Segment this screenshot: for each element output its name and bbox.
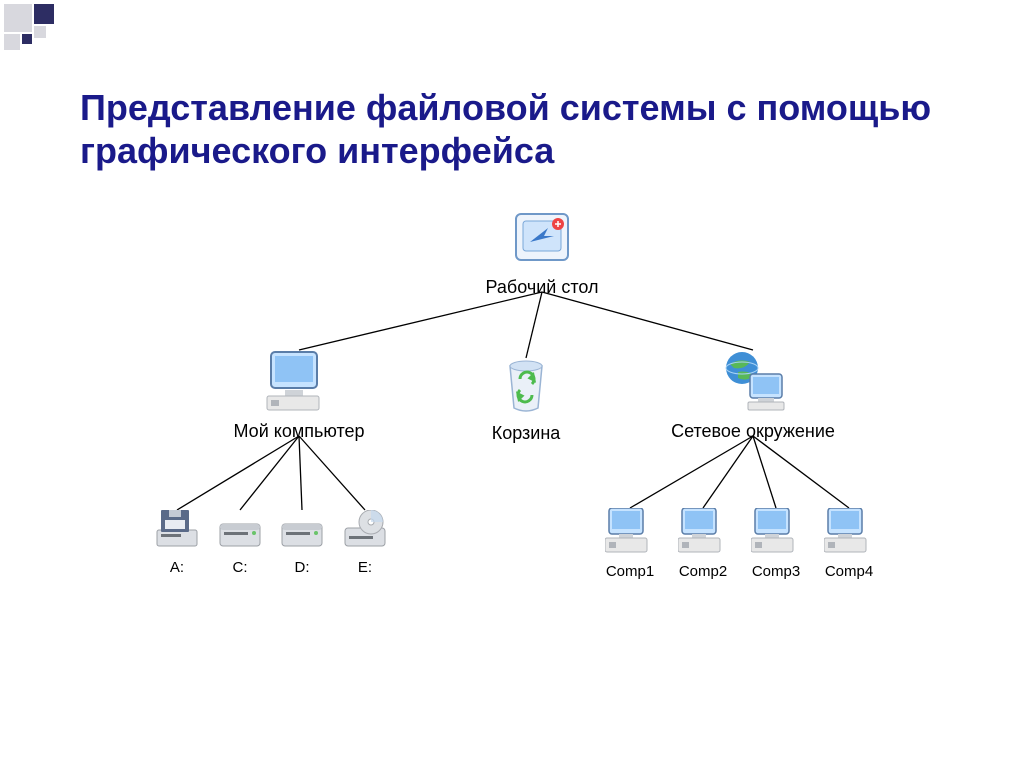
node-label: Comp2 xyxy=(668,563,738,580)
node-label: Comp1 xyxy=(595,563,665,580)
tree-node-comp2: Comp2 xyxy=(668,508,738,580)
edge-root-mycomp xyxy=(299,292,542,350)
deco-square xyxy=(34,26,46,38)
edge-mycomp-driveC xyxy=(240,436,299,510)
node-label: Comp4 xyxy=(814,563,884,580)
node-label: Мой компьютер xyxy=(209,421,389,442)
tree-node-root: Рабочий стол xyxy=(452,210,632,298)
deco-square xyxy=(34,4,54,24)
hdd-icon xyxy=(280,510,324,555)
tree-node-comp4: Comp4 xyxy=(814,508,884,580)
floppy-icon xyxy=(155,510,199,555)
tree-node-driveE: E: xyxy=(330,510,400,576)
node-label: C: xyxy=(205,559,275,576)
edge-mycomp-driveD xyxy=(299,436,302,510)
tree-node-comp3: Comp3 xyxy=(741,508,811,580)
node-label: Рабочий стол xyxy=(452,277,632,298)
hdd-icon xyxy=(218,510,262,555)
tree-node-driveD: D: xyxy=(267,510,337,576)
edge-network-comp3 xyxy=(753,436,776,508)
pc-small-icon xyxy=(605,508,655,559)
node-label: Корзина xyxy=(436,423,616,444)
cd-icon xyxy=(343,510,387,555)
tree-node-mycomp: Мой компьютер xyxy=(209,350,389,442)
node-label: D: xyxy=(267,559,337,576)
deco-square xyxy=(4,4,32,32)
tree-node-comp1: Comp1 xyxy=(595,508,665,580)
edge-root-network xyxy=(542,292,753,350)
node-label: Comp3 xyxy=(741,563,811,580)
edge-network-comp1 xyxy=(630,436,753,508)
pc-small-icon xyxy=(824,508,874,559)
node-label: Сетевое окружение xyxy=(663,421,843,442)
desktop-shortcut-icon xyxy=(510,210,574,273)
deco-square xyxy=(22,34,32,44)
pc-small-icon xyxy=(751,508,801,559)
slide-title: Представление файловой системы с помощью… xyxy=(80,86,964,172)
filesystem-tree-diagram: Рабочий стол Мой компьютер Корзина Сетевое … xyxy=(110,210,910,710)
pc-small-icon xyxy=(678,508,728,559)
node-label: E: xyxy=(330,559,400,576)
tree-node-network: Сетевое окружение xyxy=(663,350,843,442)
tree-node-driveC: C: xyxy=(205,510,275,576)
monitor-icon xyxy=(265,350,333,417)
edge-mycomp-driveA xyxy=(177,436,299,510)
edge-network-comp2 xyxy=(703,436,753,508)
tree-node-driveA: A: xyxy=(142,510,212,576)
edge-mycomp-driveE xyxy=(299,436,365,510)
deco-square xyxy=(4,34,20,50)
edge-root-trash xyxy=(526,292,542,358)
node-label: A: xyxy=(142,559,212,576)
tree-node-trash: Корзина xyxy=(436,358,616,444)
edge-network-comp4 xyxy=(753,436,849,508)
recycle-bin-icon xyxy=(500,358,552,419)
globe-monitor-icon xyxy=(720,350,786,417)
